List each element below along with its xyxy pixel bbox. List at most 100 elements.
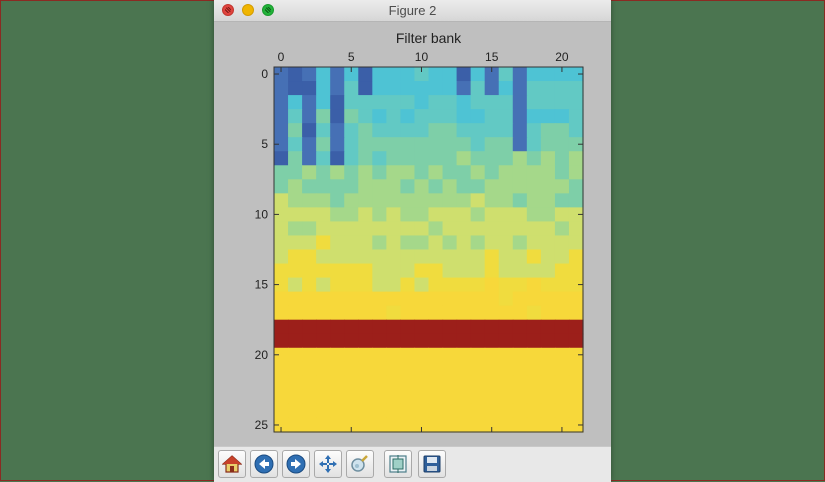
heatmap-cell	[554, 417, 570, 433]
heatmap-cell	[512, 375, 528, 391]
heatmap-cell	[540, 137, 556, 152]
heatmap-cell	[358, 333, 373, 349]
heatmap-cell	[400, 375, 416, 391]
heatmap-cell	[330, 235, 345, 251]
heatmap-cell	[302, 179, 317, 194]
back-arrow-icon	[254, 454, 274, 474]
heatmap-cell	[456, 319, 472, 335]
heatmap-cell	[442, 361, 458, 377]
heatmap-cell	[316, 151, 331, 166]
heatmap-cell	[372, 249, 387, 265]
heatmap-cell	[302, 81, 317, 96]
back-button[interactable]	[250, 450, 278, 478]
heatmap-cell	[484, 109, 500, 124]
heatmap-cell	[288, 333, 303, 349]
heatmap-cell	[568, 67, 584, 82]
heatmap-cell	[316, 417, 331, 433]
heatmap-cell	[372, 347, 387, 363]
heatmap-cell	[554, 67, 570, 82]
heatmap-cell	[512, 81, 528, 96]
heatmap-cell	[456, 375, 472, 391]
pan-button[interactable]	[314, 450, 342, 478]
heatmap-cell	[456, 389, 472, 405]
heatmap-cell	[526, 375, 542, 391]
heatmap-cell	[344, 151, 359, 166]
heatmap-cell	[568, 81, 584, 96]
heatmap-cell	[470, 137, 486, 152]
y-tick-label: 15	[255, 278, 269, 292]
heatmap-cell	[274, 137, 289, 152]
heatmap-cell	[456, 179, 472, 194]
y-axis-ticks: 0 5 10 15 20 25	[255, 67, 583, 432]
heatmap-cell	[568, 417, 584, 433]
x-tick-label: 5	[348, 50, 355, 64]
heatmap-cell	[386, 319, 402, 335]
heatmap-cell	[428, 207, 444, 223]
heatmap-cell	[554, 291, 570, 307]
heatmap-cell	[512, 319, 528, 335]
heatmap-cell	[414, 67, 430, 82]
heatmap-cell	[484, 305, 500, 321]
heatmap-cell	[372, 389, 387, 405]
heatmap-cell	[470, 221, 486, 237]
heatmap-cell	[512, 403, 528, 419]
heatmap-cell	[386, 389, 402, 405]
heatmap-cell	[288, 165, 303, 180]
close-window-icon[interactable]	[222, 4, 234, 16]
heatmap-cell	[288, 319, 303, 335]
heatmap-cell	[400, 207, 416, 223]
heatmap-cell	[344, 249, 359, 265]
heatmap-cell	[288, 263, 303, 279]
heatmap-cell	[442, 249, 458, 265]
heatmap-cell	[386, 361, 402, 377]
heatmap-cell	[428, 81, 444, 96]
home-button[interactable]	[218, 450, 246, 478]
heatmap-cell	[526, 221, 542, 237]
heatmap-cell	[442, 263, 458, 279]
zoom-window-icon[interactable]	[262, 4, 274, 16]
heatmap-cell	[274, 305, 289, 321]
heatmap-cell	[512, 417, 528, 433]
heatmap-cell	[428, 249, 444, 265]
heatmap-cell	[386, 221, 402, 237]
forward-arrow-icon	[286, 454, 306, 474]
save-button[interactable]	[418, 450, 446, 478]
heatmap-cell	[526, 109, 542, 124]
heatmap-cell	[344, 305, 359, 321]
x-tick-label: 0	[278, 50, 285, 64]
heatmap-cell	[386, 347, 402, 363]
heatmap-cell	[316, 221, 331, 237]
heatmap-cell	[288, 235, 303, 251]
heatmap-cell	[414, 193, 430, 208]
heatmap-cell	[526, 165, 542, 180]
subplots-button[interactable]	[384, 450, 412, 478]
heatmap-chart[interactable]: Filter bank 0 5 10 15 20 0 5 10 15 20 25	[214, 22, 611, 446]
title-bar[interactable]: Figure 2	[214, 0, 611, 22]
heatmap-cell	[554, 375, 570, 391]
heatmap-cell	[330, 165, 345, 180]
heatmap-cell	[274, 81, 289, 96]
heatmap-cell	[470, 347, 486, 363]
heatmap-cell	[526, 249, 542, 265]
forward-button[interactable]	[282, 450, 310, 478]
heatmap-cell	[456, 403, 472, 419]
heatmap-cell	[414, 109, 430, 124]
heatmap-cell	[372, 207, 387, 223]
heatmap-cell	[442, 81, 458, 96]
zoom-button[interactable]	[346, 450, 374, 478]
heatmap-cell	[470, 249, 486, 265]
heatmap-cell	[526, 193, 542, 208]
heatmap-cell	[526, 389, 542, 405]
heatmap-cell	[400, 193, 416, 208]
heatmap-cell	[288, 221, 303, 237]
heatmap-cell	[316, 207, 331, 223]
heatmap-cell	[316, 403, 331, 419]
heatmap-cell	[386, 151, 402, 166]
heatmap-cell	[330, 291, 345, 307]
heatmap-cell	[428, 179, 444, 194]
minimize-window-icon[interactable]	[242, 4, 254, 16]
heatmap-cell	[428, 123, 444, 138]
heatmap-cell	[484, 249, 500, 265]
heatmap-cell	[386, 165, 402, 180]
heatmap-cell	[358, 151, 373, 166]
